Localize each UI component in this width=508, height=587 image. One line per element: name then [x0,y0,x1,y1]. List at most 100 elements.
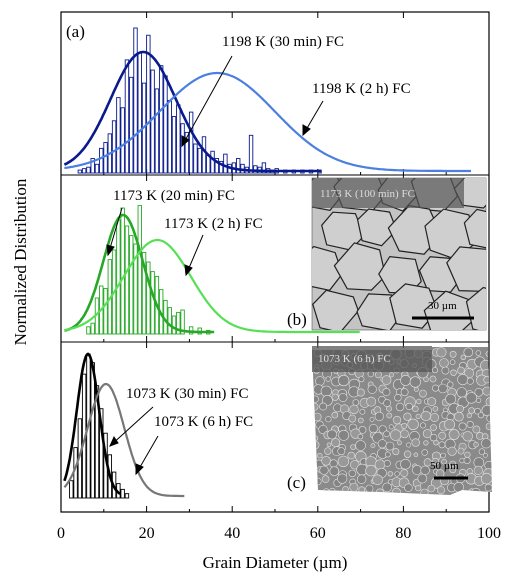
grain-c-68 [381,375,392,385]
grain-c-308 [382,482,392,493]
grain-c-189 [390,429,402,441]
grain-c-141 [325,416,332,423]
arrowhead-1073-30min [109,435,119,447]
grain-c-268 [387,471,393,477]
grain-c-272 [420,465,430,475]
grain-c-17 [463,347,474,358]
label-1198-30min: 1198 K (30 min) FC [222,34,344,50]
grain-c-269 [394,471,400,477]
grain-c-121 [319,402,327,411]
grain-c-319 [484,483,492,492]
grain-c-192 [422,429,432,439]
hist-bar-0-20 [163,75,168,174]
grain-c-130 [405,402,413,411]
inset-micrograph-b: 1173 K (100 min) FC 30 µm [311,177,487,331]
hist-bar-2-7 [99,408,104,499]
grain-c-91 [413,386,419,392]
grain-c-252 [423,458,432,467]
grain-c-264 [348,469,356,478]
grain-c-72 [423,376,429,383]
grain-c-161 [318,424,328,435]
hist-bar-0-30 [206,155,211,174]
hist-bar-0-18 [154,88,160,174]
grain-c-56 [457,366,465,375]
grain-c-220 [317,452,323,459]
grain-c-180 [312,435,319,442]
grain-c-103 [338,392,348,402]
grain-c-18 [475,350,481,356]
hist-bar-1-11 [133,243,138,335]
grain-c-270 [400,469,409,478]
grain-c-63 [338,374,350,387]
grain-c-109 [394,394,402,402]
grain-c-152 [420,410,432,422]
grain-c-111 [416,398,422,405]
grain-c-128 [386,405,392,412]
grain-c-218 [473,441,479,448]
hist-bar-1-8 [120,207,125,335]
hist-bar-0-11 [124,59,130,174]
grain-c-193 [429,433,438,442]
grain-c-205 [355,440,366,451]
grain-c-151 [415,413,421,420]
grain-c-183 [338,429,350,441]
grain-c-253 [432,457,440,466]
grain-c-313 [427,484,436,493]
grain-b-3-1 [356,293,402,330]
hist-bar-0-43 [261,162,267,174]
hist-bar-0-32 [214,158,220,174]
hist-bar-0-12 [129,76,134,174]
hist-bar-0-8 [111,120,117,174]
grain-c-236 [457,447,465,455]
grain-c-202 [331,438,341,448]
grain-c-171 [407,418,419,430]
hist-bar-2-12 [120,488,125,499]
grain-c-208 [385,441,395,451]
arrowhead-1198-2h [302,124,311,137]
label-1073-6h: 1073 K (6 h) FC [154,414,253,430]
annotation-arrows [106,55,324,476]
grain-c-113 [427,397,437,407]
grain-c-223 [337,447,346,456]
grain-c-314 [436,486,445,495]
hist-bar-0-27 [193,143,198,174]
hist-bar-0-6 [103,142,108,174]
grain-c-194 [438,431,447,440]
grain-c-178 [472,425,481,434]
grain-c-129 [395,402,405,412]
grain-c-212 [423,440,429,446]
grain-c-148 [386,412,393,419]
inset-c-label-bg [312,346,432,372]
grain-c-305 [358,486,366,494]
label-1173-20min: 1173 K (20 min) FC [113,188,235,204]
grain-c-133 [432,405,439,412]
grain-c-15 [449,350,457,358]
hist-bar-1-10 [129,235,134,335]
grain-c-303 [342,486,349,493]
x-tick-label-3: 60 [310,525,326,542]
inset-b-label: 1173 K (100 min) FC [320,188,415,200]
grain-c-153 [430,412,440,422]
grain-c-231 [413,452,419,458]
hist-bar-1-9 [124,225,130,335]
hist-bar-0-17 [150,69,155,174]
grain-c-299 [480,472,492,485]
grain-c-207 [377,439,387,449]
grain-c-93 [432,384,440,392]
panel-label-b: (b) [287,310,307,329]
grain-c-200 [312,440,320,450]
grain-c-206 [370,443,376,449]
grain-c-60 [315,376,325,386]
grain-c-241 [321,455,331,466]
grain-c-149 [392,415,402,425]
grain-c-108 [383,399,391,407]
grain-c-248 [383,459,391,467]
grain-c-254 [441,458,447,465]
grain-c-142 [331,411,339,419]
grain-c-234 [440,452,446,459]
grain-c-147 [374,411,384,422]
grain-c-71 [409,376,421,388]
grain-c-137 [468,407,475,414]
x-tick-label-1: 20 [139,525,155,542]
grain-c-261 [319,465,329,475]
